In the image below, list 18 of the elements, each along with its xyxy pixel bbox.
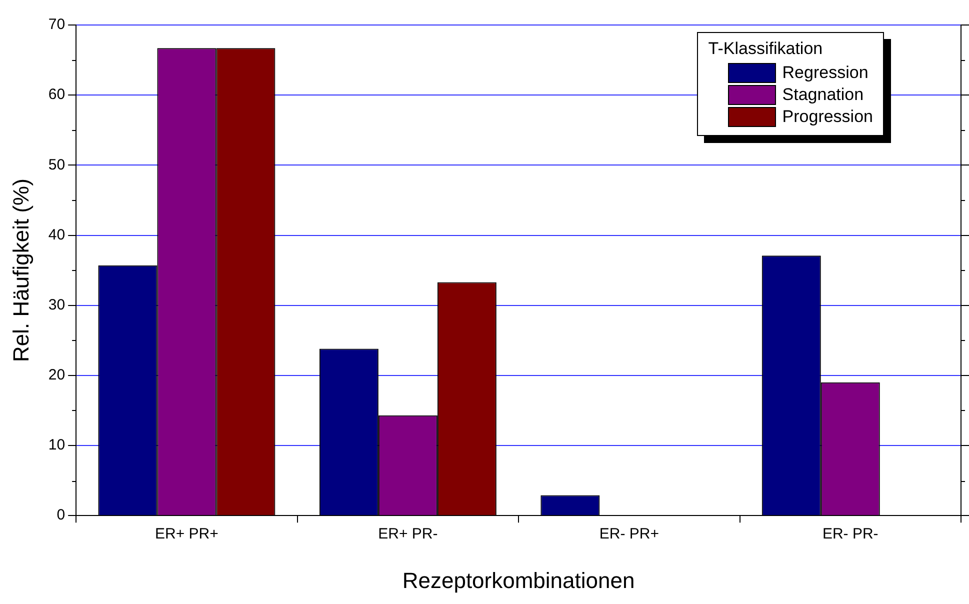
y-tick-label: 70 bbox=[48, 16, 66, 34]
x-tick-label: ER+ PR+ bbox=[155, 526, 219, 543]
x-tick-label: ER- PR+ bbox=[599, 526, 660, 543]
y-tick-label: 60 bbox=[48, 86, 66, 104]
legend-label: Progression bbox=[782, 107, 873, 127]
x-tick-label: ER- PR- bbox=[822, 526, 878, 543]
x-axis-title: Rezeptorkombinationen bbox=[402, 568, 635, 593]
legend-title: T-Klassifikation bbox=[708, 39, 824, 59]
y-axis-title: Rel. Häufigkeit (%) bbox=[8, 178, 34, 362]
legend-label: Regression bbox=[782, 63, 868, 83]
y-tick-label: 10 bbox=[48, 436, 66, 454]
y-tick-label: 50 bbox=[48, 156, 66, 174]
y-tick-label: 40 bbox=[48, 226, 66, 244]
y-tick-label: 30 bbox=[48, 296, 66, 314]
legend-label: Stagnation bbox=[782, 85, 864, 105]
x-tick-label: ER+ PR- bbox=[378, 526, 438, 543]
y-tick-label: 20 bbox=[48, 366, 66, 384]
y-tick-label: 0 bbox=[56, 506, 66, 524]
